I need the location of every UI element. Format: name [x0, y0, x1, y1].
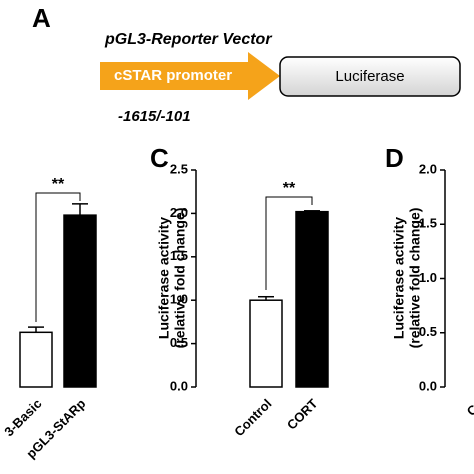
vector-title: pGL3-Reporter Vector [104, 31, 272, 48]
y-tick-label: 1.0 [170, 292, 188, 307]
gene-box [279, 56, 461, 97]
y-axis-label: Luciferase activity [391, 217, 407, 339]
y-tick-label: 0.0 [419, 378, 437, 393]
y-axis-label: Luciferase activity [156, 217, 172, 339]
y-tick-label: 1.5 [170, 248, 188, 263]
y-tick-label: 2.0 [419, 161, 437, 176]
range-label: -1615/-101 [118, 108, 191, 125]
significance-label: ** [283, 180, 296, 197]
y-axis-label: (relative fold change) [172, 208, 188, 349]
x-tick-label: 3-Basic [1, 396, 44, 439]
bar [63, 214, 97, 388]
x-tick-label: Control [231, 396, 274, 439]
y-tick-label: 2.0 [170, 205, 188, 220]
y-tick-label: 0.0 [170, 378, 188, 393]
significance-bracket [265, 196, 313, 290]
y-axis-label: (relative fold change) [407, 208, 423, 349]
bar [249, 299, 283, 388]
y-tick-label: 0.5 [170, 335, 188, 350]
y-tick-label: 2.5 [170, 161, 188, 176]
y-tick-label: 1.5 [419, 216, 437, 231]
bar [19, 331, 53, 388]
panel-label: A [32, 3, 51, 33]
x-tick-label: CORT [284, 396, 321, 433]
y-tick-label: 0.5 [419, 324, 437, 339]
x-tick-label: Co [464, 396, 474, 419]
panel-label: D [385, 143, 404, 173]
significance-label: ** [52, 176, 65, 193]
gene-label: Luciferase [335, 68, 404, 85]
y-tick-label: 1.0 [419, 270, 437, 285]
significance-bracket [35, 192, 81, 322]
promoter-arrow [100, 52, 280, 100]
bar [295, 210, 329, 388]
promoter-label: cSTAR promoter [114, 67, 232, 84]
panel-label: C [150, 143, 169, 173]
